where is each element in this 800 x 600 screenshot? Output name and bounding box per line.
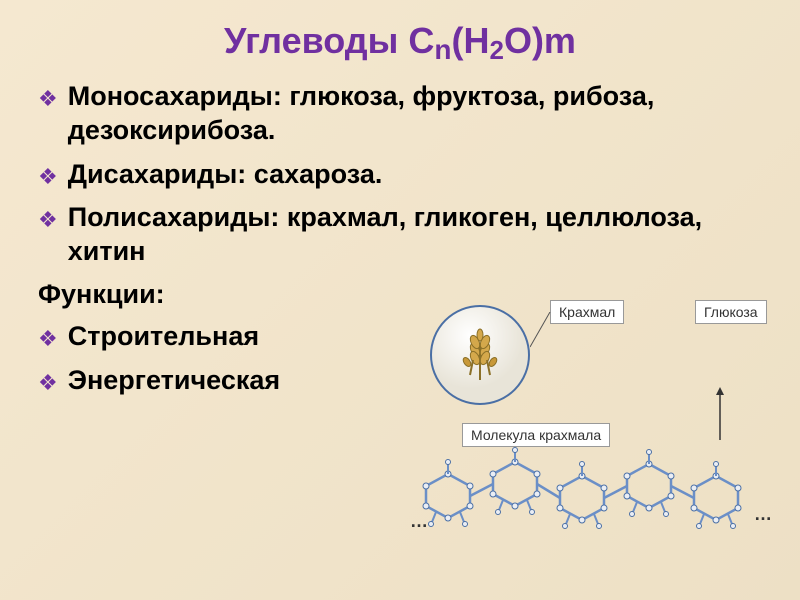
diamond-icon: ❖ [38, 325, 58, 353]
slide-title: Углеводы Сn(Н2О)m [30, 20, 770, 62]
connector-line [530, 312, 555, 352]
wheat-icon [445, 320, 515, 390]
bullet-poly: ❖ Полисахариды: крахмал, гликоген, целлю… [38, 201, 770, 269]
bullet-di: ❖ Дисахариды: сахароза. [38, 158, 770, 192]
diamond-icon: ❖ [38, 85, 58, 113]
ellipsis-left: … [410, 511, 428, 532]
diamond-icon: ❖ [38, 163, 58, 191]
polymer-chain [410, 410, 780, 580]
main-bullets: ❖ Моносахариды: глюкоза, фруктоза, рибоз… [30, 80, 770, 269]
bullet-mono: ❖ Моносахариды: глюкоза, фруктоза, рибоз… [38, 80, 770, 148]
wheat-image [430, 305, 530, 405]
starch-label: Крахмал [550, 300, 624, 324]
molecule-diagram: Крахмал Глюкоза Молекула крахмала [410, 290, 780, 580]
diamond-icon: ❖ [38, 369, 58, 397]
diamond-icon: ❖ [38, 206, 58, 234]
ellipsis-right: … [754, 504, 772, 525]
glucose-label: Глюкоза [695, 300, 767, 324]
